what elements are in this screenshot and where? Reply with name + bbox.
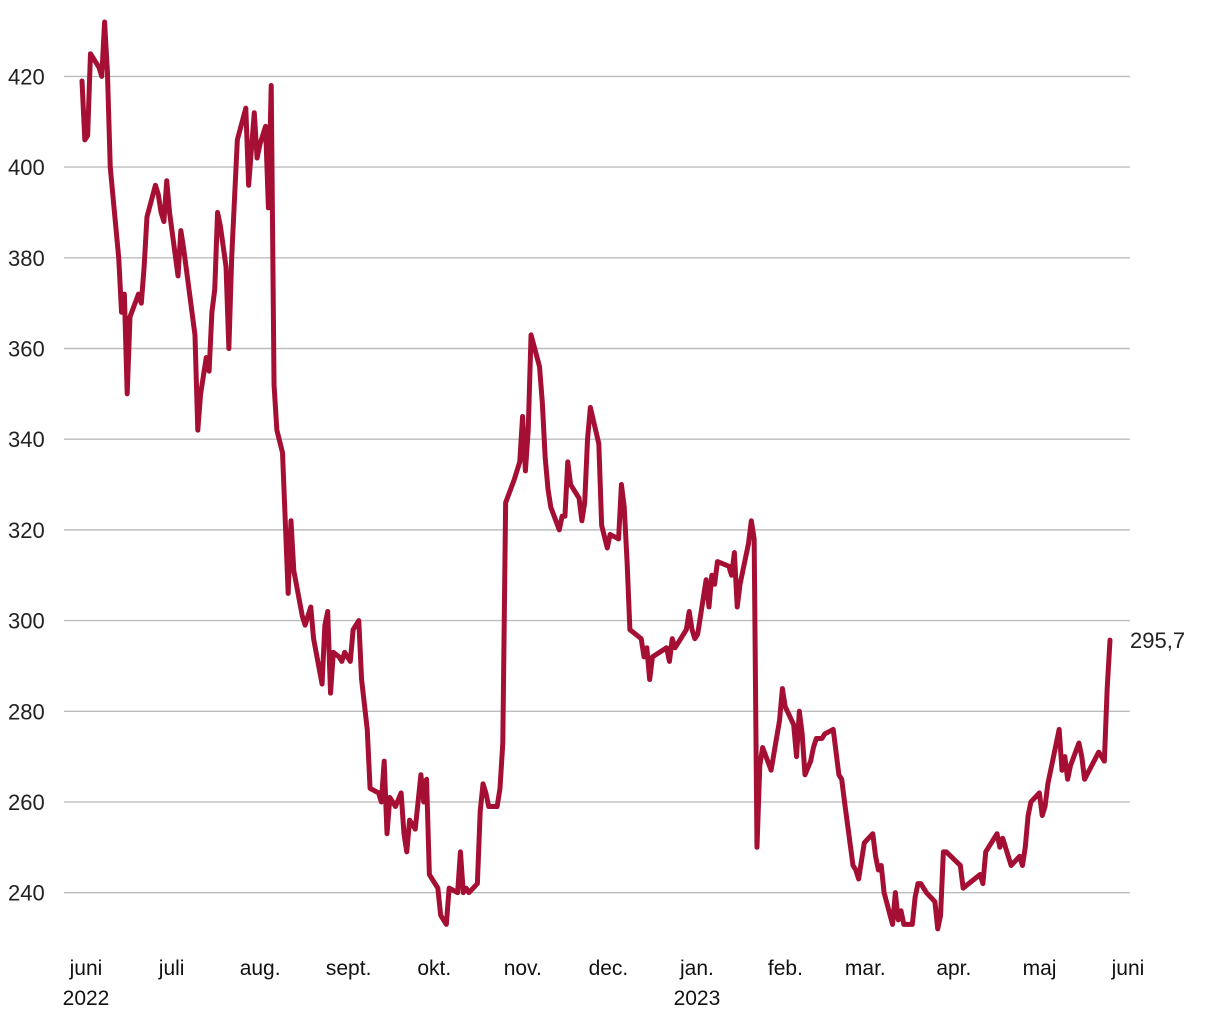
y-tick-label: 320: [8, 518, 45, 543]
x-tick-label: sept.: [326, 957, 372, 980]
x-tick-label: mar.: [845, 957, 886, 980]
x-tick-label: okt.: [417, 957, 451, 980]
y-tick-label: 360: [8, 336, 45, 361]
x-tick-label: jan.: [679, 957, 714, 980]
x-tick-label: aug.: [240, 957, 281, 980]
x-tick-year-label: 2023: [674, 987, 721, 1010]
y-tick-label: 280: [8, 699, 45, 724]
y-axis-tick-labels: 240 260 280 300 320 340 360 380 400 420: [8, 64, 45, 905]
y-tick-label: 420: [8, 64, 45, 89]
x-tick-label: juli: [158, 957, 185, 980]
y-tick-label: 380: [8, 246, 45, 271]
x-tick-label: nov.: [504, 957, 542, 980]
y-tick-label: 340: [8, 427, 45, 452]
x-tick-label: apr.: [936, 957, 971, 980]
x-tick-label: juni: [1111, 957, 1145, 980]
gridlines: [64, 75, 1130, 894]
end-value-label: 295,7: [1130, 628, 1185, 653]
series-layer: [79, 19, 1113, 932]
x-tick-label: maj: [1023, 957, 1057, 980]
y-tick-label: 400: [8, 155, 45, 180]
x-axis-tick-labels: juni 2022 juli aug. sept. okt. nov. dec. jan. 202…: [63, 957, 1145, 1010]
x-tick-label: juni: [69, 957, 103, 980]
x-tick-label: dec.: [589, 957, 629, 980]
x-tick-year-label: 2022: [63, 987, 110, 1010]
y-tick-label: 240: [8, 881, 45, 906]
x-tick-label: feb.: [768, 957, 803, 980]
y-tick-label: 300: [8, 609, 45, 634]
y-tick-label: 260: [8, 790, 45, 815]
price-series-line: [79, 19, 1113, 932]
